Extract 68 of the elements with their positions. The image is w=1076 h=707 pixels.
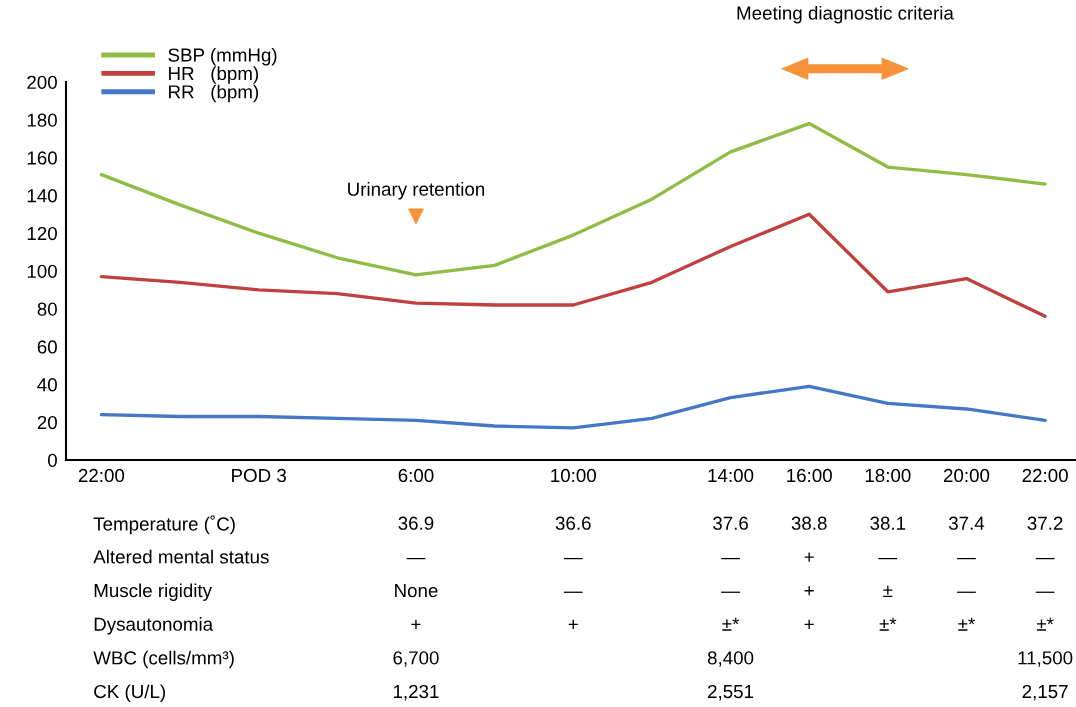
text: ± (883, 585, 893, 598)
text: + (411, 619, 421, 630)
text: + (804, 552, 814, 562)
y-tick-label: Dysautonomia (94, 617, 214, 635)
text: — (957, 557, 976, 560)
legend-label: HR (bpm) (169, 66, 259, 84)
y-tick-label: 120 (27, 226, 57, 241)
line-series (99, 384, 1047, 430)
text: — (1035, 591, 1055, 593)
text: 38.1 (870, 516, 906, 530)
text: 2,551 (708, 684, 754, 701)
x-tick-label: 20:00 (943, 468, 990, 483)
x-tick-label: 14:00 (708, 468, 754, 483)
text: 36.9 (398, 516, 434, 530)
legend-label: RR (bpm) (169, 84, 259, 103)
x-tick-label: POD 3 (232, 468, 286, 483)
y-tick-label: Altered mental status (93, 549, 269, 564)
text: 37.6 (713, 516, 748, 530)
x-tick-label: 6:00 (398, 468, 434, 483)
text: ±* (722, 617, 740, 631)
y-tick-label: CK (U/L) (94, 684, 165, 702)
legend-label: SBP (mmHg) (168, 47, 277, 66)
text: — (563, 557, 583, 560)
text: — (878, 557, 898, 560)
y-tick-label: Muscle rigidity (94, 583, 212, 601)
text: — (721, 591, 740, 593)
text: 37.2 (1027, 516, 1063, 530)
y-tick-label: 160 (27, 151, 57, 165)
y-tick-label: 80 (37, 302, 57, 316)
text: — (1035, 557, 1055, 560)
annotation: Urinary retention (348, 182, 485, 200)
y-tick-label: 140 (27, 189, 57, 203)
text: + (804, 586, 814, 596)
text: + (804, 619, 814, 630)
text: None (395, 584, 438, 598)
y-tick-label: 200 (27, 75, 57, 89)
text: 6,700 (393, 651, 439, 667)
line-series (99, 212, 1047, 319)
text: 38.8 (791, 516, 827, 530)
x-tick-label: 16:00 (787, 468, 832, 483)
y-tick-label: WBC (cells/mm³) (93, 650, 234, 669)
text: — (563, 591, 583, 593)
x-tick-label: 22:00 (1022, 468, 1068, 483)
text: — (721, 557, 740, 560)
text: 8,400 (707, 651, 754, 667)
text: ±* (879, 617, 897, 631)
text: ±* (958, 617, 975, 631)
text: + (568, 619, 578, 630)
y-tick-label: 60 (37, 340, 57, 354)
text: 1,231 (393, 684, 439, 701)
y-tick-label: 20 (37, 415, 57, 430)
y-tick-label: 100 (27, 264, 57, 278)
x-tick-label: 10:00 (551, 468, 596, 483)
text: 2,157 (1022, 684, 1068, 701)
y-tick-label: 180 (27, 113, 57, 127)
text: 36.6 (555, 516, 591, 530)
x-tick-label: 18:00 (865, 468, 911, 483)
text: Meeting diagnostic criteria (737, 5, 954, 24)
text: ±* (1036, 617, 1054, 631)
line-series (99, 121, 1047, 277)
text: — (406, 557, 426, 560)
text: 11,500 (1018, 651, 1073, 667)
y-tick-label: 40 (37, 378, 57, 392)
x-tick-label: 22:00 (78, 468, 125, 483)
text: 37.4 (948, 516, 985, 530)
y-tick-label: Temperature (˚C) (93, 515, 235, 535)
text: — (957, 591, 976, 593)
y-tick-label: 0 (47, 453, 57, 467)
